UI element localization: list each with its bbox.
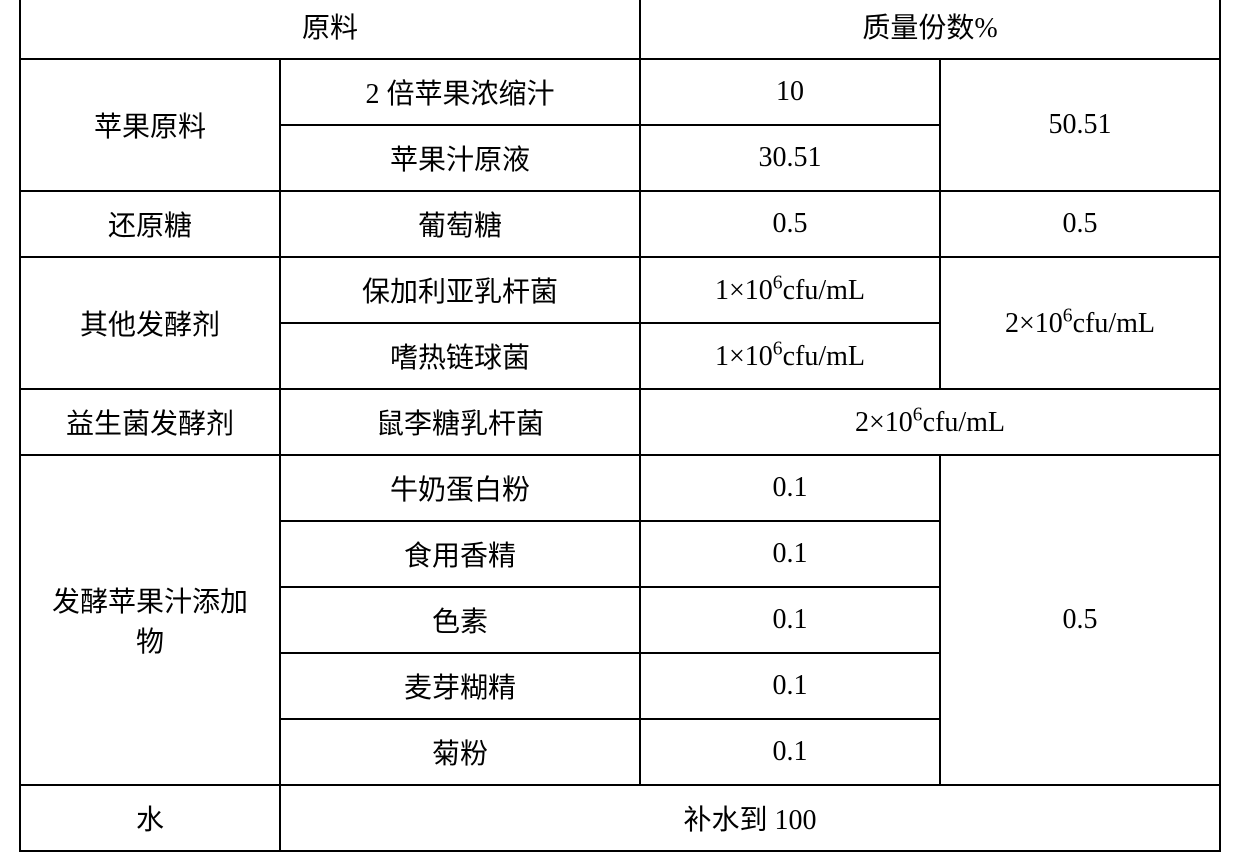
item-value: 0.1 xyxy=(640,719,940,785)
item-name: 苹果汁原液 xyxy=(280,125,640,191)
header-mass-fraction: 质量份数% xyxy=(640,0,1220,59)
table-row: 苹果原料 2 倍苹果浓缩汁 10 50.51 xyxy=(20,59,1220,125)
category-total: 2×106cfu/mL xyxy=(940,257,1220,389)
header-material: 原料 xyxy=(20,0,640,59)
table-row: 水 补水到 100 xyxy=(20,785,1220,851)
ingredients-table: 原料 质量份数% 苹果原料 2 倍苹果浓缩汁 10 50.51 苹果汁原液 30… xyxy=(19,0,1221,852)
item-value: 0.5 xyxy=(640,191,940,257)
item-name: 鼠李糖乳杆菌 xyxy=(280,389,640,455)
item-value: 0.1 xyxy=(640,455,940,521)
table-row: 还原糖 葡萄糖 0.5 0.5 xyxy=(20,191,1220,257)
item-value: 补水到 100 xyxy=(280,785,1220,851)
table-header-row: 原料 质量份数% xyxy=(20,0,1220,59)
item-value: 1×106cfu/mL xyxy=(640,323,940,389)
item-value: 0.1 xyxy=(640,653,940,719)
category-apple: 苹果原料 xyxy=(20,59,280,191)
category-additive: 发酵苹果汁添加物 xyxy=(20,455,280,785)
item-name: 菊粉 xyxy=(280,719,640,785)
item-value: 1×106cfu/mL xyxy=(640,257,940,323)
item-value: 10 xyxy=(640,59,940,125)
item-value: 30.51 xyxy=(640,125,940,191)
category-other-ferment: 其他发酵剂 xyxy=(20,257,280,389)
item-name: 保加利亚乳杆菌 xyxy=(280,257,640,323)
item-name: 嗜热链球菌 xyxy=(280,323,640,389)
table-row: 益生菌发酵剂 鼠李糖乳杆菌 2×106cfu/mL xyxy=(20,389,1220,455)
category-sugar: 还原糖 xyxy=(20,191,280,257)
item-name: 牛奶蛋白粉 xyxy=(280,455,640,521)
item-name: 麦芽糊精 xyxy=(280,653,640,719)
item-name: 色素 xyxy=(280,587,640,653)
item-value: 0.1 xyxy=(640,521,940,587)
category-total: 0.5 xyxy=(940,455,1220,785)
item-name: 食用香精 xyxy=(280,521,640,587)
item-value: 0.1 xyxy=(640,587,940,653)
item-value: 2×106cfu/mL xyxy=(640,389,1220,455)
category-total: 50.51 xyxy=(940,59,1220,191)
item-name: 2 倍苹果浓缩汁 xyxy=(280,59,640,125)
table-row: 其他发酵剂 保加利亚乳杆菌 1×106cfu/mL 2×106cfu/mL xyxy=(20,257,1220,323)
category-water: 水 xyxy=(20,785,280,851)
category-total: 0.5 xyxy=(940,191,1220,257)
table-row: 发酵苹果汁添加物 牛奶蛋白粉 0.1 0.5 xyxy=(20,455,1220,521)
item-name: 葡萄糖 xyxy=(280,191,640,257)
category-probiotic: 益生菌发酵剂 xyxy=(20,389,280,455)
